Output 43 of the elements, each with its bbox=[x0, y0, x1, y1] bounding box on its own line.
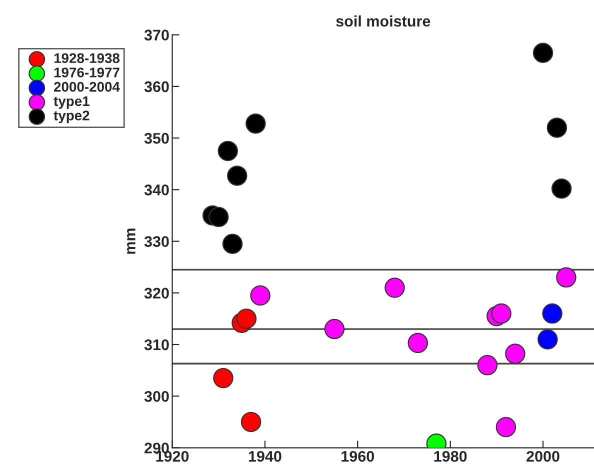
point bbox=[384, 278, 405, 298]
chart-title: soil moisture bbox=[336, 15, 430, 27]
point bbox=[546, 118, 568, 138]
point bbox=[324, 318, 345, 340]
point bbox=[222, 234, 243, 254]
y-tick-label: 370 bbox=[144, 30, 169, 41]
point bbox=[551, 178, 572, 199]
y-tick-label: 340 bbox=[144, 184, 169, 196]
legend-label: type2 bbox=[54, 110, 90, 124]
point bbox=[408, 332, 428, 354]
x-tick-label: 1940 bbox=[248, 450, 282, 462]
point bbox=[236, 308, 257, 329]
point bbox=[542, 303, 562, 324]
y-tick-label: 290 bbox=[144, 442, 169, 454]
x-tick-label: 1980 bbox=[434, 450, 467, 462]
point bbox=[556, 267, 576, 288]
point bbox=[227, 166, 248, 186]
x-tick-label: 2000 bbox=[526, 450, 560, 462]
point bbox=[250, 285, 270, 306]
legend-label: 2000-2004 bbox=[54, 82, 120, 92]
point bbox=[496, 416, 516, 438]
y-tick-label: 360 bbox=[144, 81, 169, 92]
legend-label: 1976-1977 bbox=[54, 68, 120, 78]
point bbox=[477, 355, 498, 376]
point bbox=[491, 303, 512, 324]
legend-label: 1928-1938 bbox=[54, 53, 120, 64]
y-tick-label: 300 bbox=[144, 391, 169, 402]
y-tick-label: 330 bbox=[144, 236, 169, 247]
point bbox=[240, 412, 262, 432]
point bbox=[246, 113, 266, 134]
point bbox=[538, 329, 558, 350]
point bbox=[218, 140, 238, 162]
y-tick-label: 320 bbox=[144, 288, 169, 299]
y-tick-label: 310 bbox=[144, 339, 169, 350]
x-tick-label: 1960 bbox=[342, 450, 374, 462]
legend-label: type1 bbox=[54, 96, 90, 109]
point bbox=[213, 368, 234, 388]
y-tick-label: 350 bbox=[144, 132, 169, 144]
point bbox=[208, 206, 229, 228]
y-axis-title: mm bbox=[127, 228, 136, 254]
point bbox=[505, 344, 526, 364]
x-tick-label: 1920 bbox=[156, 450, 189, 462]
point bbox=[532, 42, 554, 63]
